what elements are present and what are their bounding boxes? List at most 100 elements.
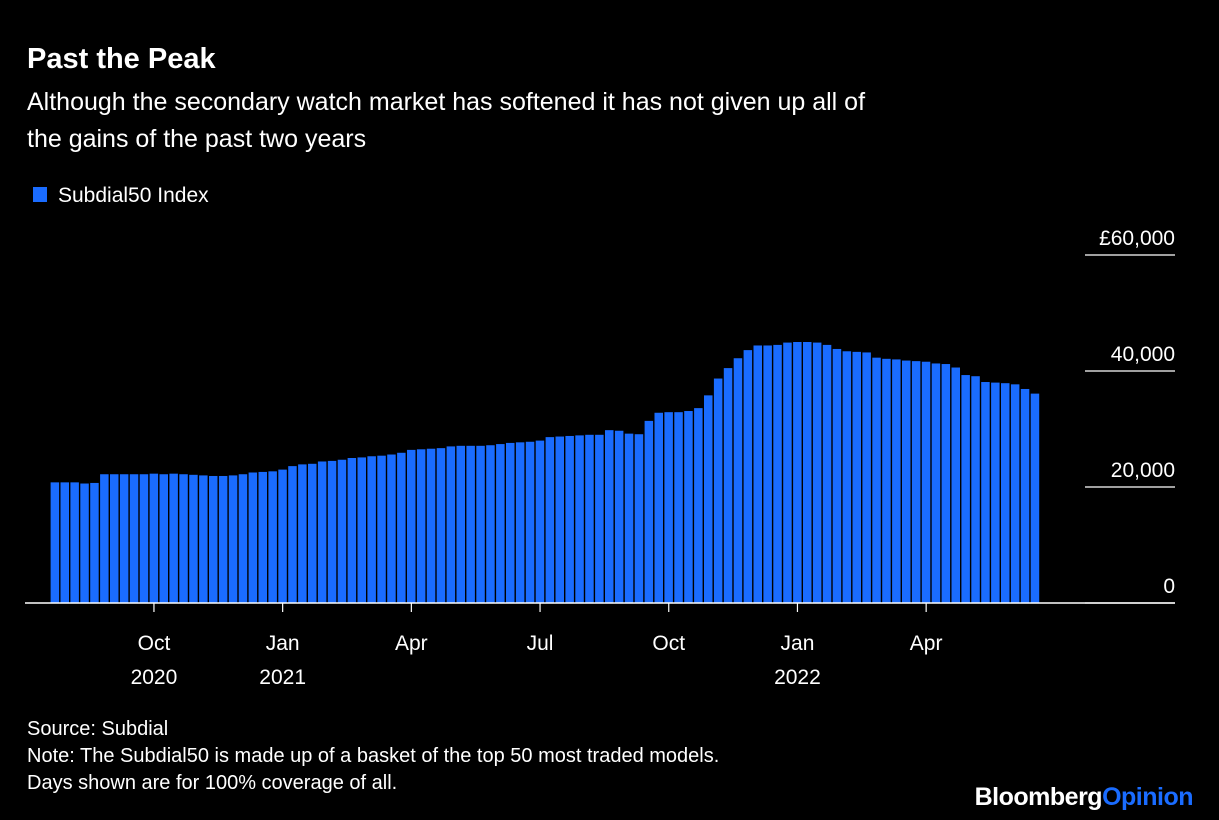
chart-title: Past the Peak [27,43,216,75]
x-tick-label: Apr [910,632,943,655]
bar [911,361,921,603]
bar [684,411,693,603]
bar [387,454,396,603]
bar [803,342,812,603]
x-tick-label: 2021 [259,666,306,689]
bar [644,420,654,603]
bar [694,408,703,603]
bar [347,458,357,603]
y-tick-label: 20,000 [1111,459,1175,482]
bar [268,471,277,603]
bar [535,440,545,603]
bar [882,358,891,603]
bar [763,345,772,603]
bar [624,433,634,603]
bar [248,472,258,603]
bar [862,352,871,603]
bar [525,441,535,603]
x-tick-label: Apr [395,632,428,655]
bar [991,382,1000,603]
bar [951,367,960,603]
legend-label: Subdial50 Index [58,184,209,207]
bar [773,344,782,603]
bar [377,455,386,603]
bar [189,474,198,603]
x-tick-label: Jul [527,632,554,655]
bar [110,474,119,603]
bar [426,448,436,603]
bar [921,361,931,603]
bar [981,382,990,603]
bar [60,482,69,603]
y-tick-label: £60,000 [1099,227,1175,250]
bar [753,345,762,603]
bar [129,474,139,603]
bar [199,475,208,603]
x-tick-label: 2020 [131,666,178,689]
bar [515,442,525,603]
bar [119,474,129,603]
bar [466,445,475,603]
bar [397,452,406,603]
bar [50,482,60,603]
bar [288,466,297,603]
bar [278,469,287,603]
bar [327,460,337,603]
bar [941,364,951,603]
bar [1010,384,1020,603]
bar [842,351,852,603]
bar [872,357,881,603]
bar [367,456,376,603]
legend-swatch [33,187,47,202]
bar [902,360,911,603]
bar [545,437,555,603]
x-tick-label: Jan [266,632,300,655]
bar [674,412,683,603]
bar [971,376,980,603]
bar [664,412,673,603]
bar [159,474,168,603]
bar [634,434,644,603]
branding: BloombergOpinion [975,783,1193,811]
y-tick-label: 40,000 [1111,343,1175,366]
bar [416,449,426,603]
bar [238,474,248,603]
bar [149,473,159,603]
note: Days shown are for 100% coverage of all. [27,772,397,794]
bar [565,435,574,603]
bar [852,351,861,603]
bar [228,475,238,603]
bar [595,434,604,603]
subtitle: Although the secondary watch market has … [27,88,865,116]
bar [298,464,307,603]
brand-opinion: Opinion [1102,783,1193,811]
y-tick-label: 0 [1163,575,1175,598]
bar [258,471,267,603]
bar [614,430,624,603]
bar [713,378,723,603]
bar [486,445,495,603]
note: Note: The Subdial50 is made up of a bask… [27,745,719,767]
bar [436,448,446,603]
bar [931,363,941,603]
bar [317,461,327,603]
bar [209,475,218,603]
bar [70,482,79,603]
brand: Bloomberg [975,783,1102,811]
bar [337,459,347,603]
bar [743,350,753,603]
bar [704,395,713,603]
bar [308,463,317,603]
bar [506,442,515,603]
bar [218,475,228,603]
bar [1020,388,1030,603]
bar [723,368,733,603]
subtitle: the gains of the past two years [27,125,366,153]
bar [1001,383,1010,603]
bar [555,436,564,603]
x-tick-label: Oct [138,632,171,655]
bar [80,483,89,603]
bar [793,342,802,603]
